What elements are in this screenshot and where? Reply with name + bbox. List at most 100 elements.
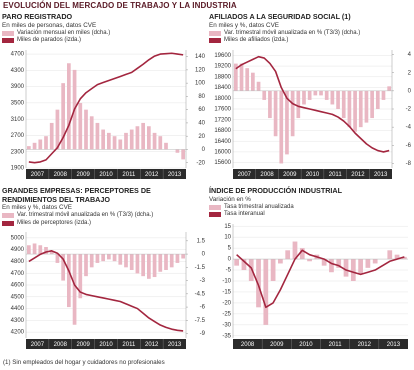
x-tick-label: 2013 — [374, 172, 388, 178]
page-title: EVOLUCIÓN DEL MERCADO DE TRABAJO Y LA IN… — [3, 1, 237, 10]
bar — [55, 254, 60, 263]
bar — [401, 256, 407, 259]
panel: PARO REGISTRADO En miles de personas, da… — [2, 12, 206, 185]
y2-tick-label: -4.5 — [195, 291, 206, 297]
legend-swatch — [2, 30, 14, 36]
legend-item: Variación mensual en miles (dcha.) — [2, 30, 206, 38]
bar — [375, 90, 380, 109]
legend: Var. trimestral móvil anualizada en % (T… — [209, 30, 412, 45]
bar — [268, 90, 272, 118]
y2-tick-label: -1.5 — [195, 265, 206, 271]
bar — [49, 122, 54, 149]
legend-label: Tasa interanual — [224, 211, 265, 217]
x-tick-label: 2012 — [351, 172, 365, 178]
bar — [107, 254, 111, 260]
panel-title: PARO REGISTRADO — [2, 12, 73, 21]
bar — [61, 254, 65, 281]
y2-tick-label: -6 — [200, 305, 206, 311]
bar — [302, 90, 306, 104]
bar — [273, 90, 278, 136]
y-tick-label: 3100 — [11, 116, 25, 122]
bar — [169, 254, 174, 268]
bar — [158, 135, 163, 149]
bar — [49, 251, 54, 255]
y2-tick-label: -3 — [200, 278, 206, 284]
bar — [233, 63, 238, 91]
bar — [141, 254, 145, 277]
bar — [38, 138, 43, 149]
y-tick-label: 16800 — [214, 128, 231, 134]
line — [28, 51, 184, 164]
y2-tick-label: 0 — [202, 252, 206, 258]
y-tick-label: -25 — [222, 311, 231, 317]
x-tick-label: 2010 — [99, 172, 113, 178]
bar — [321, 258, 327, 266]
bar — [336, 258, 342, 268]
panel-title: AFILIADOS A LA SEGURIDAD SOCIAL (1) — [209, 12, 351, 21]
x-tick-label: 2013 — [387, 342, 401, 348]
bar — [285, 90, 289, 154]
bar — [164, 254, 168, 270]
y2-tick-label: 4 — [408, 52, 412, 58]
bar — [158, 254, 163, 272]
x-tick-label: 2009 — [283, 172, 297, 178]
panel: GRANDES EMPRESAS: PERCEPTORES DE RENDIMI… — [2, 186, 206, 357]
bar — [263, 258, 269, 325]
panel-title: GRANDES EMPRESAS: PERCEPTORES DE RENDIMI… — [2, 186, 151, 204]
y-tick-label: 16400 — [214, 138, 231, 144]
y-tick-label: 4300 — [11, 318, 25, 324]
bar — [319, 90, 323, 95]
legend-label: Variación mensual en miles (dcha.) — [17, 29, 111, 36]
y-tick-label: 3500 — [11, 100, 25, 106]
y2-tick-label: 20 — [198, 133, 205, 139]
bar — [296, 90, 301, 118]
x-tick-label: 2009 — [76, 342, 90, 348]
legend-item: Miles de parados (izda.) — [2, 37, 206, 45]
y-tick-label: -10 — [222, 278, 231, 284]
bar — [124, 132, 128, 149]
bar — [118, 138, 123, 149]
legend-label: Miles de perceptores (izda.) — [17, 219, 92, 226]
bar — [84, 109, 88, 149]
y2-tick-label: -20 — [196, 160, 205, 166]
bar — [164, 142, 168, 149]
bar — [118, 254, 123, 265]
bar — [27, 245, 31, 255]
bar — [372, 258, 378, 263]
y-tick-label: 4700 — [11, 271, 25, 277]
legend-item: Miles de afiliados (izda.) — [209, 37, 412, 45]
bar — [107, 132, 111, 149]
bar — [95, 254, 100, 263]
y-tick-label: 18800 — [214, 74, 231, 80]
y-tick-label: 19200 — [214, 63, 231, 69]
legend-swatch — [209, 204, 221, 210]
bar — [307, 90, 312, 100]
panel-subtitle: En miles y %, datos CVE — [2, 204, 72, 211]
bar — [129, 254, 134, 270]
x-tick-label: 2007 — [31, 342, 45, 348]
bar — [89, 254, 94, 268]
bar — [262, 90, 267, 100]
y-tick-label: -20 — [222, 300, 231, 306]
bar — [350, 258, 356, 281]
y-tick-label: 17600 — [214, 106, 231, 112]
legend: Var. trimestral móvil anualizada en % (T… — [2, 212, 206, 227]
bar — [330, 90, 335, 104]
y2-tick-label: -4 — [406, 124, 412, 130]
bar — [285, 249, 291, 259]
bar — [44, 135, 48, 149]
bar — [364, 90, 369, 123]
y2-tick-label: -2 — [406, 106, 412, 112]
bar — [278, 258, 283, 263]
y2-tick-label: 0 — [202, 147, 206, 153]
bar — [84, 254, 88, 277]
y-tick-label: 19600 — [214, 52, 231, 58]
legend-label: Var. trimestral móvil anualizada en % (T… — [224, 29, 361, 36]
y-tick-label: 1900 — [11, 165, 25, 171]
y2-tick-label: 2 — [408, 70, 412, 76]
panel: ÍNDICE DE PRODUCCIÓN INDUSTRIAL Variació… — [209, 186, 412, 357]
x-tick-label: 2011 — [122, 342, 136, 348]
legend-item: Tasa interanual — [209, 211, 412, 219]
plot: 4200 4300 4400 4500 4600 4700 4800 4900 5000 -9 -7… — [11, 232, 206, 349]
